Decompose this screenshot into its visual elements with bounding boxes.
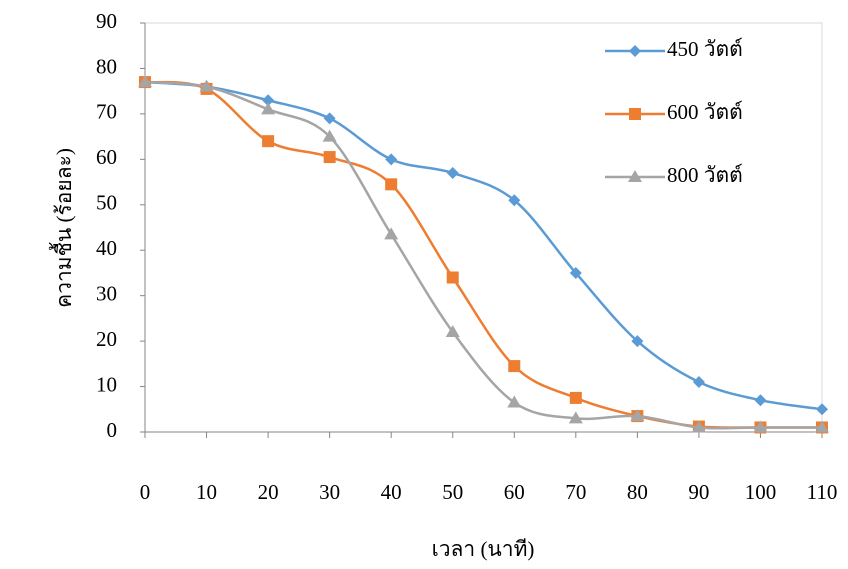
series-line bbox=[144, 80, 822, 430]
y-tick-label: 0 bbox=[107, 418, 118, 442]
legend-label: 450 วัตต์ bbox=[667, 37, 743, 61]
data-point bbox=[691, 420, 706, 433]
data-point bbox=[261, 102, 276, 115]
x-tick-label: 20 bbox=[258, 480, 279, 504]
x-axis-title: เวลา (นาที) bbox=[432, 537, 535, 561]
x-tick-label: 90 bbox=[688, 480, 709, 504]
x-tick-label: 50 bbox=[442, 480, 463, 504]
data-point bbox=[508, 360, 521, 373]
x-tick-label: 110 bbox=[807, 480, 838, 504]
data-point bbox=[384, 227, 399, 240]
y-tick-label: 40 bbox=[96, 236, 117, 260]
series-line bbox=[144, 80, 823, 429]
legend-marker bbox=[629, 108, 641, 120]
x-tick-label: 30 bbox=[319, 480, 340, 504]
data-point bbox=[446, 166, 459, 179]
y-tick-label: 70 bbox=[96, 100, 117, 124]
y-axis-title: ความชื้น (ร้อยละ) bbox=[49, 148, 76, 308]
y-tick-label: 10 bbox=[96, 372, 117, 396]
y-tick-label: 60 bbox=[96, 145, 117, 169]
data-point bbox=[815, 420, 829, 433]
legend-marker bbox=[628, 170, 642, 182]
x-tick-label: 10 bbox=[196, 480, 217, 504]
data-point bbox=[754, 394, 767, 407]
x-tick-label: 60 bbox=[504, 480, 525, 504]
data-point bbox=[446, 271, 459, 284]
data-point bbox=[385, 153, 398, 166]
legend-label: 800 วัตต์ bbox=[667, 163, 743, 187]
data-point bbox=[753, 420, 768, 433]
data-point bbox=[323, 112, 336, 125]
legend-marker bbox=[629, 45, 641, 57]
data-point bbox=[631, 335, 644, 348]
data-point bbox=[569, 391, 582, 404]
x-tick-label: 70 bbox=[565, 480, 586, 504]
data-point bbox=[323, 151, 336, 164]
y-tick-label: 80 bbox=[96, 54, 117, 78]
y-tick-label: 50 bbox=[96, 191, 117, 215]
data-point bbox=[630, 409, 645, 422]
data-point bbox=[692, 376, 705, 389]
data-point bbox=[445, 325, 460, 338]
data-point bbox=[322, 129, 337, 142]
data-point bbox=[199, 79, 214, 92]
data-point bbox=[816, 403, 828, 416]
series-line bbox=[144, 80, 823, 411]
data-point bbox=[385, 178, 398, 191]
data-point bbox=[568, 411, 583, 424]
y-tick-label: 20 bbox=[96, 327, 117, 351]
x-tick-label: 40 bbox=[381, 480, 402, 504]
data-point bbox=[507, 395, 522, 408]
y-tick-label: 90 bbox=[96, 9, 117, 33]
data-point bbox=[138, 75, 152, 88]
data-point bbox=[569, 266, 582, 279]
data-point bbox=[508, 194, 521, 207]
x-tick-label: 0 bbox=[140, 480, 151, 504]
x-tick-label: 100 bbox=[745, 480, 777, 504]
data-point bbox=[262, 135, 275, 148]
y-tick-label: 30 bbox=[96, 281, 117, 305]
data-point bbox=[262, 94, 275, 107]
x-tick-label: 80 bbox=[627, 480, 648, 504]
legend-label: 600 วัตต์ bbox=[667, 100, 743, 124]
